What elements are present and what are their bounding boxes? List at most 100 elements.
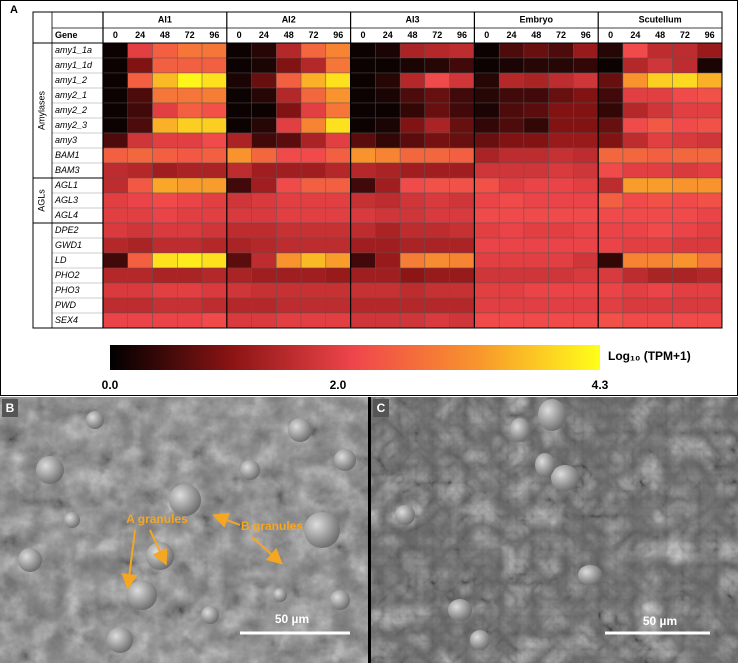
heat-cell (647, 192, 673, 209)
heat-cell (251, 207, 277, 224)
heat-cell (350, 87, 376, 104)
heat-cell (573, 147, 599, 164)
heat-cell (697, 222, 723, 239)
heat-cell (102, 72, 128, 89)
heat-cell (399, 222, 426, 239)
heat-cell (152, 72, 178, 89)
heat-cell (325, 102, 351, 119)
heat-cell (548, 102, 574, 119)
heat-cell (598, 297, 624, 314)
heat-cell (622, 132, 648, 149)
heat-cell (375, 87, 401, 104)
heat-cell (127, 237, 153, 254)
heat-cell (622, 267, 648, 284)
heat-cell (449, 87, 475, 104)
heat-cell (375, 252, 401, 269)
heat-cell (102, 297, 128, 314)
heat-cell (251, 162, 277, 179)
heat-cell (523, 252, 549, 269)
heat-cell (548, 207, 574, 224)
heat-cell (647, 162, 673, 179)
heat-cell (424, 237, 450, 254)
heat-cell (697, 132, 723, 149)
heat-cell (498, 192, 525, 209)
heat-cell (598, 87, 624, 104)
heat-cell (622, 102, 648, 119)
timepoint-label: 24 (383, 30, 393, 40)
heat-cell (424, 312, 450, 329)
heat-cell (325, 297, 351, 314)
heat-cell (350, 207, 376, 224)
timepoint-label: 24 (135, 30, 145, 40)
heat-cell (177, 222, 203, 239)
heat-cell (276, 252, 302, 269)
timepoint-label: 48 (284, 30, 294, 40)
heat-cell (127, 192, 153, 209)
heat-cell (350, 192, 376, 209)
heat-cell (152, 162, 178, 179)
heat-cell (449, 312, 475, 329)
heat-cell (449, 132, 475, 149)
timepoint-label: 72 (185, 30, 195, 40)
heat-cell (598, 192, 624, 209)
heat-cell (276, 177, 302, 194)
heat-cell (474, 207, 500, 224)
heat-cell (102, 102, 128, 119)
divider (368, 397, 371, 663)
heat-cell (498, 267, 525, 284)
heat-cell (276, 72, 302, 89)
heat-cell (399, 267, 426, 284)
gene-label: amy2_1 (55, 90, 87, 100)
heat-cell (622, 117, 648, 134)
heat-cell (201, 42, 227, 59)
heat-cell (598, 117, 624, 134)
gene-label: AGL1 (54, 180, 78, 190)
heat-cell (201, 207, 227, 224)
heat-cell (102, 222, 128, 239)
heat-cell (226, 282, 252, 299)
heat-cell (622, 147, 648, 164)
heat-cell (399, 42, 426, 59)
heat-cell (325, 147, 351, 164)
heat-cell (177, 312, 203, 329)
heat-cell (647, 102, 673, 119)
heat-cell (424, 72, 450, 89)
heat-cell (152, 252, 178, 269)
heat-cell (350, 252, 376, 269)
heat-cell (325, 267, 351, 284)
heat-cell (276, 282, 302, 299)
heat-cell (647, 222, 673, 239)
gene-label: amy2_2 (55, 105, 87, 115)
heat-cell (548, 117, 574, 134)
heat-cell (449, 117, 475, 134)
heat-cell (474, 312, 500, 329)
heat-cell (523, 102, 549, 119)
heat-cell (449, 147, 475, 164)
scale-label: 50 µm (643, 614, 677, 628)
heat-cell (523, 147, 549, 164)
heat-cell (102, 237, 128, 254)
row-header: Gene (55, 30, 78, 40)
heat-cell (523, 42, 549, 59)
heat-cell (102, 42, 128, 59)
annotation: B granules (241, 519, 303, 533)
heat-cell (498, 42, 525, 59)
heat-cell (201, 102, 227, 119)
heat-cell (449, 267, 475, 284)
heat-cell (300, 177, 327, 194)
heat-cell (474, 42, 500, 59)
heat-cell (697, 117, 723, 134)
heat-cell (300, 297, 327, 314)
heat-cell (424, 207, 450, 224)
heat-cell (474, 147, 500, 164)
heat-cell (697, 147, 723, 164)
heat-cell (474, 282, 500, 299)
heat-cell (325, 192, 351, 209)
heat-cell (226, 147, 252, 164)
heat-cell (449, 57, 475, 74)
heat-cell (276, 162, 302, 179)
heat-cell (399, 237, 426, 254)
heat-cell (573, 282, 599, 299)
heat-cell (177, 72, 203, 89)
heat-cell (177, 267, 203, 284)
